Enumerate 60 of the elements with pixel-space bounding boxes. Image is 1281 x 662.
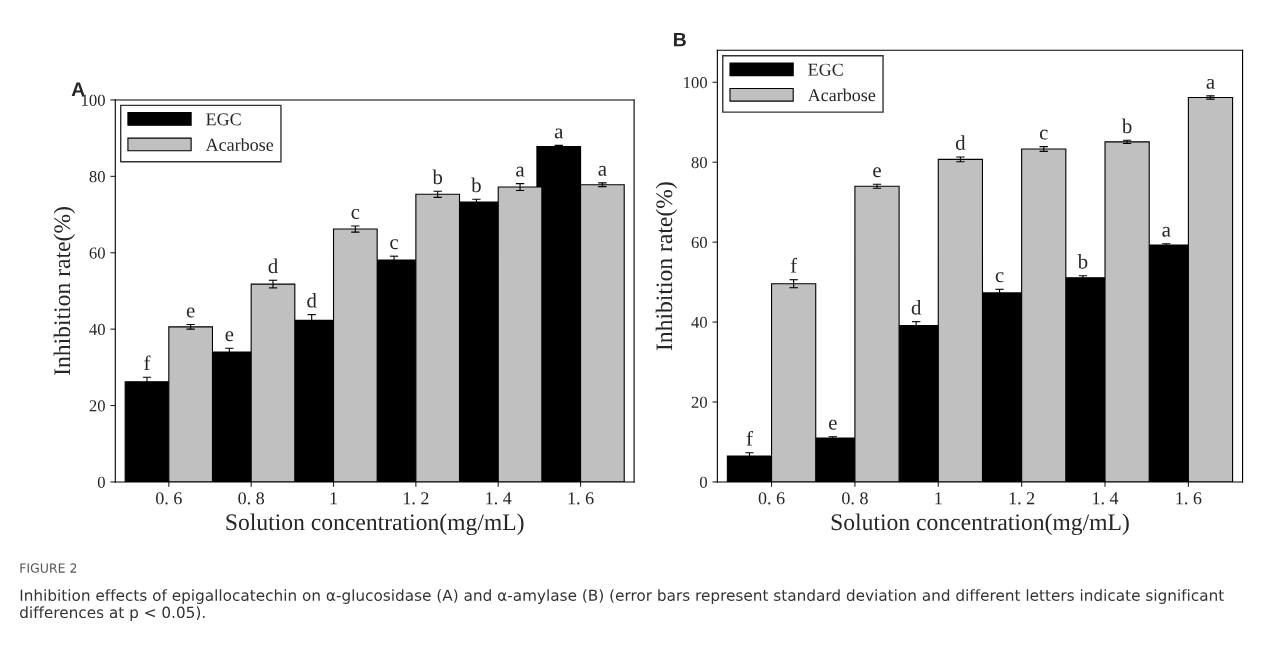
data-label: c	[995, 272, 1004, 283]
x-tick-label: 0. 8	[842, 492, 868, 505]
data-label: f	[144, 355, 151, 371]
data-label: f	[790, 257, 798, 273]
y-tick-label: 0	[699, 476, 707, 488]
x-tick-label: 1. 4	[486, 492, 512, 505]
data-label: a	[1206, 78, 1215, 89]
data-label: a	[516, 166, 525, 177]
y-tick-label: 40	[89, 323, 105, 336]
x-tick-label: 1. 6	[1176, 492, 1202, 505]
caption: FIGURE 2	[20, 563, 77, 573]
x-tick-label: 0. 8	[238, 492, 265, 505]
data-label: b	[1121, 118, 1132, 134]
data-label: e	[829, 419, 837, 430]
x-tick-label: 0. 6	[758, 492, 785, 505]
y-tick-label: 80	[89, 171, 105, 183]
y-tick-label: 20	[89, 400, 105, 412]
legend-label: Acarbose	[205, 138, 274, 151]
x-tick-label: 1	[935, 492, 942, 505]
y-tick-label: 0	[97, 476, 105, 488]
x-tick-label: 0. 6	[155, 492, 182, 505]
y-tick-label: 80	[691, 156, 707, 169]
data-label: e	[225, 331, 234, 342]
data-label: b	[1077, 254, 1088, 269]
y-tick-label: 100	[684, 76, 707, 89]
legend-label: EGC	[808, 63, 843, 76]
y-tick-label: 60	[89, 247, 105, 259]
x-tick-label: 1. 6	[568, 492, 594, 505]
y-tick-label: 100	[82, 94, 105, 106]
data-label: f	[746, 430, 753, 446]
data-label: e	[186, 307, 195, 318]
y-tick-label: 60	[691, 236, 707, 249]
x-tick-label: 1. 2	[1009, 492, 1035, 505]
data-label: b	[432, 169, 443, 185]
data-label: a	[554, 128, 564, 139]
x-tick-label: 1	[330, 492, 337, 505]
x-axis-title: Solution concentration(mg/mL)	[226, 513, 524, 536]
data-label: c	[390, 239, 399, 250]
text: Inhibition effects of epigallocatechin on α-glucosidase (A) and α-amylase (B) (error bars represent standard deviation and different letters indicate significant differences at p < 0.05).	[20, 589, 1224, 622]
data-label: d	[307, 292, 317, 308]
chart-title: B	[674, 32, 686, 47]
data-label: d	[268, 258, 278, 274]
x-axis-title: Solution concentration(mg/mL)	[831, 513, 1129, 536]
data-label: c	[1039, 129, 1048, 140]
data-label: d	[911, 300, 922, 315]
legend-label: Acarbose	[807, 88, 876, 102]
data-label: c	[351, 208, 360, 219]
y-axis-title: Inhibition rate(%)	[655, 182, 678, 351]
data-label: d	[955, 135, 966, 151]
x-tick-label: 1. 2	[403, 492, 429, 505]
y-tick-label: 20	[691, 396, 707, 408]
data-label: a	[598, 165, 607, 176]
data-label: b	[471, 177, 481, 193]
y-tick-label: 40	[691, 316, 707, 329]
chart-title: A	[71, 82, 85, 96]
legend-label: EGC	[206, 113, 241, 126]
y-axis-title: Inhibition rate(%)	[53, 207, 76, 375]
data-label: a	[1162, 226, 1171, 237]
x-tick-label: 1. 4	[1093, 492, 1119, 505]
data-label: e	[873, 167, 881, 178]
